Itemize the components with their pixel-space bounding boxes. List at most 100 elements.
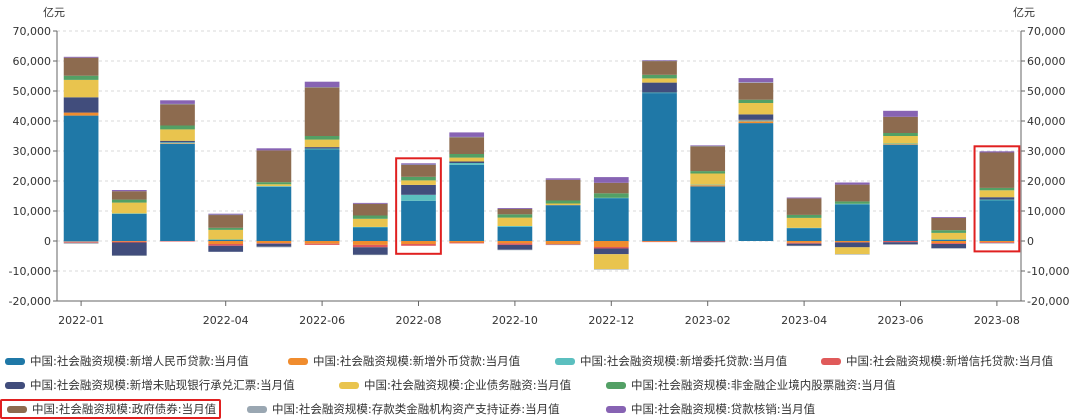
bar-segment (834, 204, 870, 241)
bar-segment (690, 171, 726, 174)
legend-item-government-bonds[interactable]: 中国:社会融资规模:政府债券:当月值 (0, 399, 222, 419)
bar-segment (545, 178, 581, 180)
bar-segment (738, 123, 774, 241)
y-tick-label-right: -10,000 (1027, 265, 1069, 278)
bar-segment (497, 226, 533, 227)
legend-item-entrusted-loans[interactable]: 中国:社会融资规模:新增委托贷款:当月值 (550, 352, 787, 370)
bar-segment (401, 241, 436, 244)
bar-segment (834, 254, 870, 255)
bar-segment (593, 198, 629, 241)
y-tick-label-right: 40,000 (1027, 115, 1066, 128)
y-tick-label-left: 30,000 (13, 145, 52, 158)
y-tick-label-left: 50,000 (13, 85, 52, 98)
bar-segment (690, 186, 726, 241)
legend-swatch (555, 357, 575, 365)
bar-segment (63, 112, 99, 116)
x-tick-label: 2022-04 (203, 314, 249, 327)
y-tick-label-right: 20,000 (1027, 175, 1066, 188)
bar-segment (63, 242, 99, 244)
bar-segment (449, 164, 485, 241)
bar-segment (593, 247, 629, 249)
axes: -20,000 -20,000 -10,000 -10,000 0 0 10,000 10,0… (9, 25, 1070, 327)
bar-segment (690, 145, 726, 147)
legend-label: 中国:社会融资规模:贷款核销:当月值 (631, 402, 816, 416)
bar-segment (545, 244, 581, 245)
bar-segment (786, 228, 822, 241)
bar-segment (352, 227, 388, 241)
x-tick-label: 2023-08 (974, 314, 1020, 327)
legend-item-abs[interactable]: 中国:社会融资规模:存款类金融机构资产支持证券:当月值 (242, 400, 560, 418)
bar-segment (160, 100, 195, 104)
y-tick-label-right: 60,000 (1027, 55, 1066, 68)
bar-segment (883, 241, 918, 243)
bar-segment (304, 147, 340, 149)
bar-segment (497, 249, 533, 251)
legend-swatch (606, 405, 626, 413)
bar-segment (160, 140, 195, 143)
bar-segment (979, 243, 1015, 244)
bar-segment (883, 133, 918, 136)
legend-item-foreign-loans[interactable]: 中国:社会融资规模:新增外币贷款:当月值 (283, 352, 520, 370)
legend-swatch (339, 381, 359, 389)
legend-swatch (5, 381, 25, 389)
bar-segment (449, 161, 485, 163)
bar-segment (352, 244, 388, 248)
bar-segment (883, 144, 918, 145)
bar-segment (208, 244, 244, 246)
y-tick-label-right: 10,000 (1027, 205, 1066, 218)
legend-item-trust-loans[interactable]: 中国:社会融资规模:新增信托贷款:当月值 (816, 352, 1053, 370)
bar-segment (111, 202, 147, 214)
right-axis-unit: 亿元 (1013, 6, 1035, 19)
y-tick-label-right: -20,000 (1027, 295, 1069, 308)
bar-segment (979, 242, 1015, 244)
bar-segment (642, 74, 677, 79)
bar-segment (208, 239, 244, 240)
bar-segment (931, 244, 967, 249)
bar-segment (208, 214, 244, 216)
bar-segment (593, 254, 629, 270)
bar-segment (497, 208, 533, 215)
bar-segment (352, 218, 388, 227)
x-tick-label: 2022-12 (588, 314, 634, 327)
legend-item-corporate-bonds[interactable]: 中国:社会融资规模:企业债务融资:当月值 (334, 376, 571, 394)
bar-segment (160, 125, 195, 130)
bar-segment (738, 121, 774, 124)
legend-label: 中国:社会融资规模:存款类金融机构资产支持证券:当月值 (272, 402, 560, 416)
bar-segment (401, 176, 436, 181)
bar-segment (449, 157, 485, 162)
bar-segment (449, 136, 485, 138)
bar-segment (690, 241, 726, 242)
bars (63, 56, 1015, 270)
bar-segment (786, 217, 822, 228)
y-tick-label-right: 50,000 (1027, 85, 1066, 98)
bar-segment (642, 241, 677, 242)
bar-segment (304, 87, 340, 88)
bar-segment (738, 103, 774, 115)
bar-segment (208, 214, 244, 228)
legend-item-equity-financing[interactable]: 中国:社会融资规模:非金融企业境内股票融资:当月值 (601, 376, 896, 394)
bar-segment (834, 182, 870, 185)
bar-segment (883, 143, 918, 145)
bar-segment (208, 245, 244, 252)
bar-segment (497, 243, 533, 245)
bar-segment (63, 241, 99, 243)
legend-item-rmb-loans[interactable]: 中国:社会融资规模:新增人民币贷款:当月值 (0, 352, 249, 370)
bar-segment (304, 241, 340, 244)
legend-item-loan-writeoff[interactable]: 中国:社会融资规模:贷款核销:当月值 (601, 400, 815, 418)
bar-segment (256, 186, 292, 187)
bar-segment (256, 148, 292, 151)
highlight-box (395, 157, 442, 255)
bar-segment (593, 177, 629, 183)
legend-label: 中国:社会融资规模:新增人民币贷款:当月值 (30, 354, 249, 368)
bar-segment (401, 184, 436, 195)
legend-item-bank-acceptance[interactable]: 中国:社会融资规模:新增未贴现银行承兑汇票:当月值 (0, 376, 295, 394)
bar-segment (786, 241, 822, 243)
bar-segment (834, 201, 870, 204)
bar-segment (931, 232, 967, 240)
stacked-bar-chart: 亿元 亿元 -20,000 -20,000 -10,000 -10,000 0 0 10,0… (9, 6, 1070, 327)
bar-segment (449, 242, 485, 244)
bar-segment (979, 152, 1015, 188)
bar-segment (979, 200, 1015, 241)
bar-segment (449, 132, 485, 137)
y-tick-label-right: 0 (1027, 235, 1034, 248)
